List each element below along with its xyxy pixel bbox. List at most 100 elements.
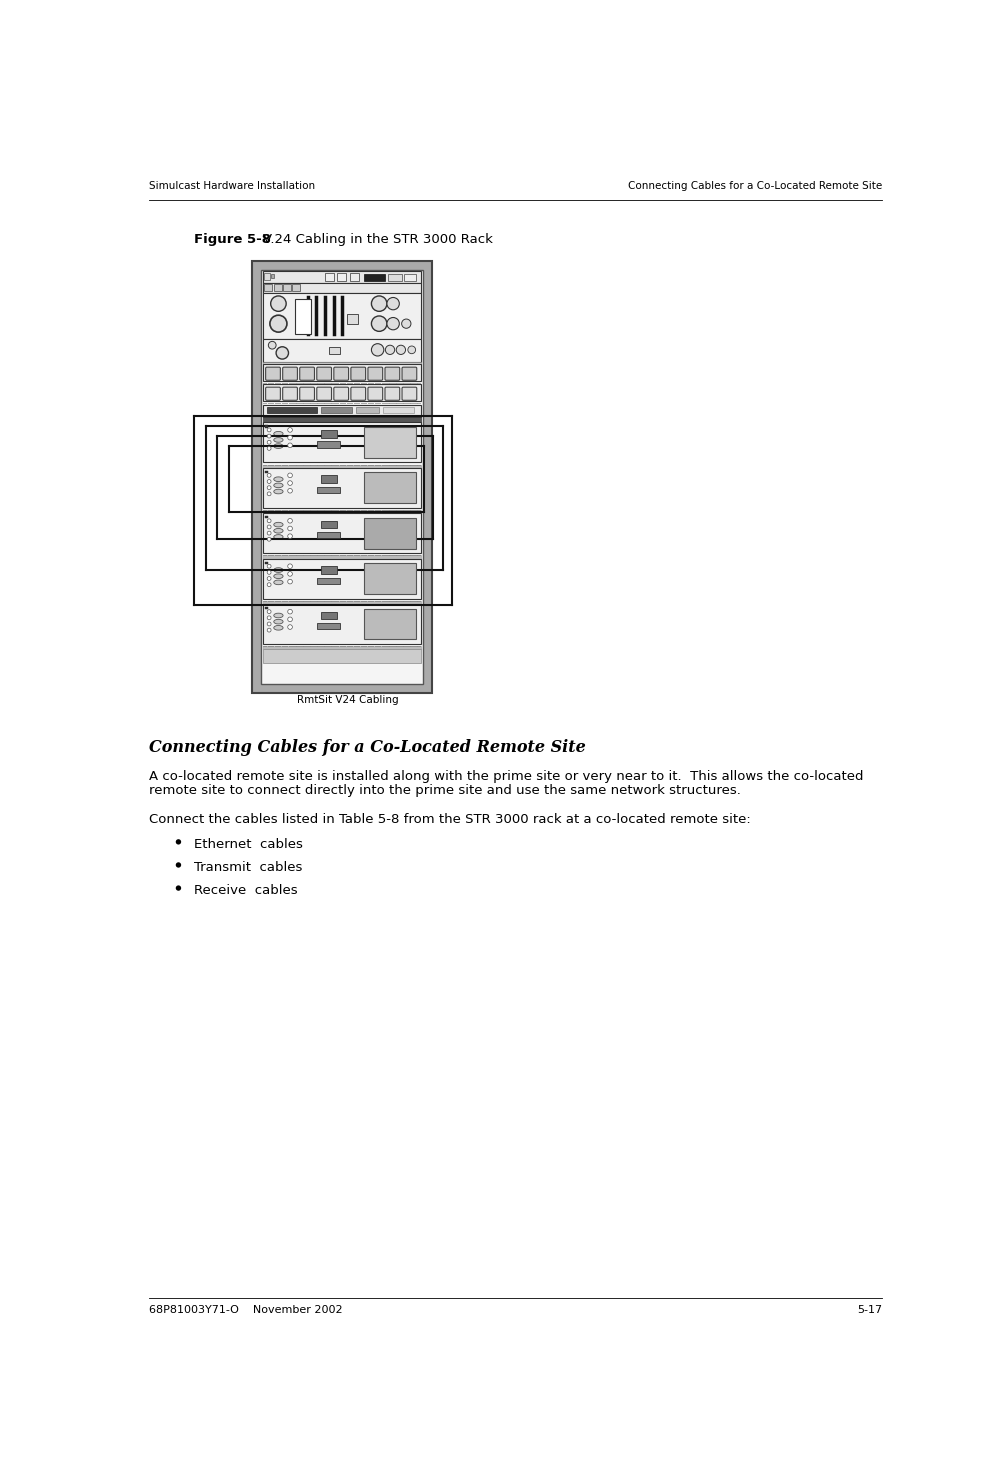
Circle shape: [271, 296, 286, 312]
Bar: [321, 520, 337, 529]
Bar: [283, 284, 291, 291]
Bar: [404, 273, 416, 281]
Circle shape: [288, 519, 293, 523]
Bar: [263, 464, 422, 467]
Bar: [321, 612, 337, 619]
Bar: [364, 273, 385, 281]
Circle shape: [288, 526, 293, 531]
Bar: [321, 566, 337, 573]
Bar: [263, 338, 422, 362]
Circle shape: [288, 572, 293, 576]
Bar: [317, 442, 340, 448]
Circle shape: [288, 480, 293, 485]
Circle shape: [268, 525, 271, 529]
Circle shape: [176, 840, 181, 844]
Text: Connecting Cables for a Co-Located Remote Site: Connecting Cables for a Co-Located Remot…: [628, 182, 882, 191]
Bar: [263, 417, 422, 423]
Bar: [266, 607, 268, 609]
Circle shape: [176, 885, 181, 891]
Circle shape: [371, 316, 387, 331]
Circle shape: [371, 344, 384, 356]
Circle shape: [288, 534, 293, 538]
FancyBboxPatch shape: [402, 387, 416, 401]
Bar: [263, 510, 422, 513]
Ellipse shape: [274, 432, 283, 436]
Circle shape: [268, 519, 271, 523]
Circle shape: [288, 579, 293, 584]
Bar: [317, 532, 340, 538]
FancyBboxPatch shape: [351, 367, 365, 380]
Text: remote site to connect directly into the prime site and use the same network str: remote site to connect directly into the…: [149, 785, 740, 797]
Bar: [274, 284, 282, 291]
FancyBboxPatch shape: [385, 367, 399, 380]
FancyBboxPatch shape: [266, 367, 281, 380]
Bar: [263, 513, 422, 553]
Bar: [263, 362, 422, 365]
Text: Connecting Cables for a Co-Located Remote Site: Connecting Cables for a Co-Located Remot…: [149, 739, 585, 757]
Text: Receive  cables: Receive cables: [194, 884, 298, 897]
Bar: [271, 275, 274, 278]
Text: Figure 5-8: Figure 5-8: [194, 234, 271, 245]
Bar: [266, 470, 268, 473]
Ellipse shape: [274, 522, 283, 528]
Circle shape: [288, 488, 293, 494]
Text: Transmit  cables: Transmit cables: [194, 862, 303, 873]
Ellipse shape: [274, 535, 283, 539]
Bar: [266, 516, 268, 519]
Bar: [321, 430, 337, 437]
Circle shape: [288, 565, 293, 569]
Ellipse shape: [274, 437, 283, 442]
FancyBboxPatch shape: [368, 387, 382, 401]
Circle shape: [288, 625, 293, 630]
Circle shape: [407, 346, 415, 353]
FancyBboxPatch shape: [368, 367, 382, 380]
Circle shape: [396, 346, 405, 355]
Circle shape: [268, 429, 271, 432]
Ellipse shape: [274, 568, 283, 572]
Circle shape: [268, 435, 271, 437]
Ellipse shape: [274, 443, 283, 448]
Bar: [265, 284, 273, 291]
FancyBboxPatch shape: [300, 387, 315, 401]
Bar: [364, 517, 416, 548]
FancyBboxPatch shape: [334, 367, 348, 380]
FancyBboxPatch shape: [351, 387, 365, 401]
Bar: [317, 578, 340, 584]
Ellipse shape: [274, 477, 283, 482]
Circle shape: [270, 315, 287, 333]
Ellipse shape: [274, 625, 283, 630]
FancyBboxPatch shape: [402, 367, 416, 380]
Text: V.24 Cabling in the STR 3000 Rack: V.24 Cabling in the STR 3000 Rack: [245, 234, 493, 245]
Circle shape: [269, 341, 276, 349]
Bar: [263, 272, 422, 282]
Ellipse shape: [274, 573, 283, 578]
Ellipse shape: [274, 483, 283, 488]
Bar: [263, 282, 422, 293]
Circle shape: [268, 622, 271, 625]
Circle shape: [288, 616, 293, 622]
Bar: [263, 423, 422, 463]
Circle shape: [268, 565, 271, 568]
Text: 5-17: 5-17: [857, 1305, 882, 1315]
Ellipse shape: [274, 579, 283, 585]
Circle shape: [176, 862, 181, 868]
Bar: [267, 406, 317, 412]
Bar: [263, 384, 422, 402]
Bar: [317, 486, 340, 494]
Text: RmtSit V24 Cabling: RmtSit V24 Cabling: [298, 695, 399, 705]
Bar: [266, 426, 268, 427]
Circle shape: [276, 347, 289, 359]
FancyBboxPatch shape: [334, 387, 348, 401]
Bar: [356, 406, 379, 412]
Bar: [364, 427, 416, 458]
Bar: [321, 476, 337, 483]
Bar: [364, 473, 416, 503]
Bar: [321, 406, 352, 412]
Text: Simulcast Hardware Installation: Simulcast Hardware Installation: [149, 182, 315, 191]
Bar: [263, 293, 422, 338]
Circle shape: [268, 492, 271, 495]
Circle shape: [268, 582, 271, 587]
Circle shape: [268, 628, 271, 633]
Circle shape: [268, 446, 271, 451]
FancyBboxPatch shape: [283, 367, 298, 380]
